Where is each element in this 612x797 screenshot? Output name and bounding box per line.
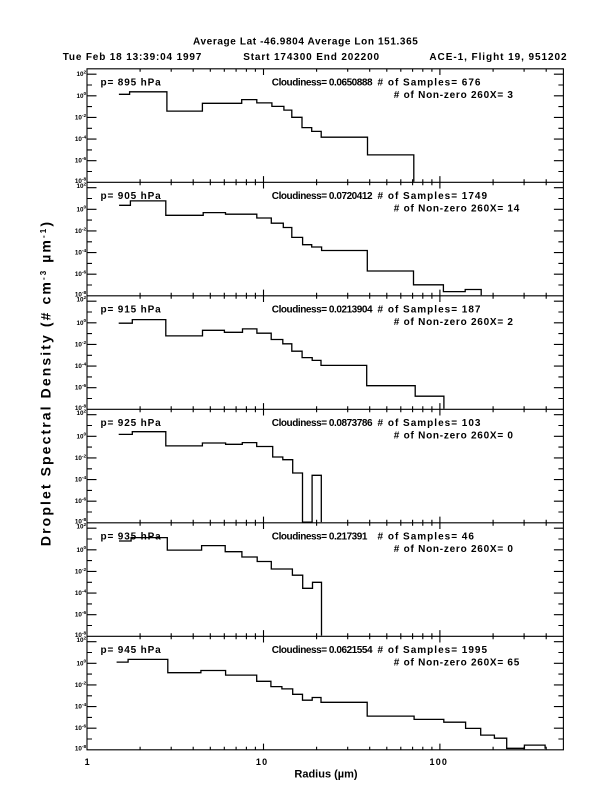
svg-text:10-2: 10-2 — [75, 567, 87, 576]
svg-text:# of Samples= 1749: # of Samples= 1749 — [378, 191, 489, 202]
svg-text:10-4: 10-4 — [75, 362, 87, 371]
svg-text:# of Non-zero 260X= 14: # of Non-zero 260X= 14 — [394, 204, 520, 215]
svg-text:Start 174300 End 202200: Start 174300 End 202200 — [243, 52, 380, 63]
svg-text:p= 935 hPa: p= 935 hPa — [101, 531, 162, 542]
svg-text:# of Samples= 46: # of Samples= 46 — [378, 531, 475, 542]
svg-text:100: 100 — [77, 318, 87, 327]
svg-text:p= 925 hPa: p= 925 hPa — [101, 418, 162, 429]
svg-text:Cloudiness= 0.0650888: Cloudiness= 0.0650888 — [272, 77, 373, 88]
svg-text:ACE-1, Flight 19, 951202: ACE-1, Flight 19, 951202 — [429, 52, 567, 63]
svg-text:10-4: 10-4 — [75, 589, 87, 598]
svg-text:10-2: 10-2 — [75, 340, 87, 349]
svg-text:102: 102 — [77, 181, 87, 190]
svg-text:# of Non-zero 260X= 2: # of Non-zero 260X= 2 — [394, 317, 514, 328]
svg-text:p= 915 hPa: p= 915 hPa — [101, 304, 162, 315]
svg-text:10-6: 10-6 — [75, 724, 87, 733]
svg-text:10-6: 10-6 — [75, 270, 87, 279]
svg-text:10-6: 10-6 — [75, 497, 87, 506]
svg-text:Average Lat -46.9804 Average: Average Lat -46.9804 Average Lon 151.365 — [193, 36, 418, 47]
svg-text:102: 102 — [77, 70, 87, 79]
svg-text:102: 102 — [77, 295, 87, 304]
svg-text:10-8: 10-8 — [75, 177, 87, 186]
svg-text:102: 102 — [77, 635, 87, 644]
svg-text:p= 905 hPa: p= 905 hPa — [101, 191, 162, 202]
svg-text:100: 100 — [77, 205, 87, 214]
svg-text:# of Samples= 1995: # of Samples= 1995 — [378, 645, 489, 656]
svg-text:Radius (µm): Radius (µm) — [294, 768, 358, 780]
svg-text:100: 100 — [77, 91, 87, 100]
svg-text:# of Non-zero 260X= 0: # of Non-zero 260X= 0 — [394, 431, 514, 442]
svg-text:Cloudiness= 0.0720412: Cloudiness= 0.0720412 — [272, 191, 373, 202]
svg-text:102: 102 — [77, 408, 87, 417]
svg-text:100: 100 — [77, 659, 87, 668]
svg-text:10-2: 10-2 — [75, 453, 87, 462]
svg-text:# of Samples= 676: # of Samples= 676 — [378, 77, 482, 88]
svg-text:Tue Feb 18 13:39:04 1997: Tue Feb 18 13:39:04 1997 — [63, 52, 203, 63]
svg-text:Droplet Spectral Density (# cm: Droplet Spectral Density (# cm-3 µm-1) — [38, 220, 54, 546]
svg-text:10-4: 10-4 — [75, 475, 87, 484]
svg-text:10-6: 10-6 — [75, 156, 87, 165]
svg-text:102: 102 — [77, 522, 87, 531]
svg-text:Cloudiness= 0.0213904: Cloudiness= 0.0213904 — [272, 304, 373, 315]
svg-text:# of Non-zero 260X= 65: # of Non-zero 260X= 65 — [394, 658, 520, 669]
svg-text:100: 100 — [430, 757, 449, 767]
svg-text:10-2: 10-2 — [75, 680, 87, 689]
svg-text:10: 10 — [256, 757, 268, 767]
svg-text:# of Samples= 187: # of Samples= 187 — [378, 304, 482, 315]
svg-text:100: 100 — [77, 545, 87, 554]
svg-text:# of Non-zero 260X= 3: # of Non-zero 260X= 3 — [394, 90, 514, 101]
svg-text:10-8: 10-8 — [75, 744, 87, 753]
svg-text:Cloudiness= 0.0873786: Cloudiness= 0.0873786 — [272, 418, 373, 429]
svg-text:10-4: 10-4 — [75, 135, 87, 144]
svg-text:10-2: 10-2 — [75, 226, 87, 235]
svg-text:100: 100 — [77, 432, 87, 441]
svg-text:10-8: 10-8 — [75, 517, 87, 526]
svg-text:10-6: 10-6 — [75, 610, 87, 619]
svg-text:Cloudiness= 0.0621554: Cloudiness= 0.0621554 — [272, 645, 373, 656]
svg-text:10-4: 10-4 — [75, 702, 87, 711]
svg-text:# of Samples= 103: # of Samples= 103 — [378, 418, 482, 429]
svg-text:10-6: 10-6 — [75, 383, 87, 392]
svg-text:10-2: 10-2 — [75, 113, 87, 122]
svg-text:10-8: 10-8 — [75, 404, 87, 413]
svg-text:1: 1 — [85, 757, 90, 767]
svg-text:10-4: 10-4 — [75, 248, 87, 257]
svg-text:p= 945 hPa: p= 945 hPa — [101, 645, 162, 656]
svg-text:# of Non-zero 260X= 0: # of Non-zero 260X= 0 — [394, 544, 514, 555]
svg-text:p= 895 hPa: p= 895 hPa — [101, 77, 162, 88]
svg-text:Cloudiness= 0.217391: Cloudiness= 0.217391 — [272, 531, 368, 542]
svg-text:10-8: 10-8 — [75, 290, 87, 299]
svg-text:10-8: 10-8 — [75, 631, 87, 640]
